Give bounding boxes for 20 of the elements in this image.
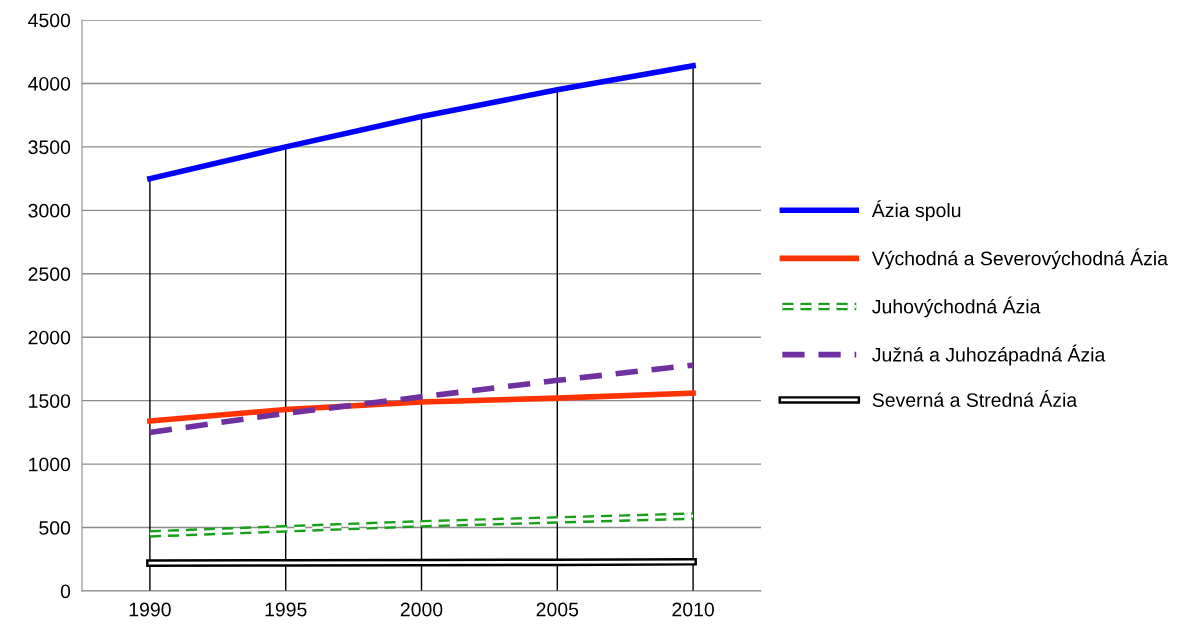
y-tick-label: 500	[39, 521, 71, 535]
y-tick-label: 4500	[28, 13, 71, 28]
y-tick-label: 1000	[29, 457, 71, 472]
legend-label: Južná a Juhozápadná Ázia	[872, 344, 1106, 366]
y-tick-label: 1500	[29, 394, 71, 408]
x-tick-label: 2010	[672, 602, 714, 617]
legend-label: Severná a Stredná Ázia	[872, 389, 1078, 407]
legend-label: Juhovýchodná Ázia	[872, 296, 1041, 318]
x-tick-label: 2005	[536, 602, 579, 617]
y-tick-label: 2500	[28, 267, 71, 282]
y-tick-label: 3000	[28, 203, 71, 218]
legend-label: Ázia spolu	[871, 200, 961, 222]
legend-label: Východná a Severovýchodná Ázia	[871, 248, 1168, 270]
x-tick-label: 1995	[265, 602, 307, 617]
y-tick-label: 3500	[28, 140, 71, 155]
y-tick-label: 2000	[28, 330, 71, 345]
y-tick-label: 4000	[28, 76, 71, 91]
y-tick-label: 0	[60, 584, 71, 599]
x-tick-label: 2000	[400, 602, 443, 617]
x-tick-label: 1990	[129, 602, 171, 617]
